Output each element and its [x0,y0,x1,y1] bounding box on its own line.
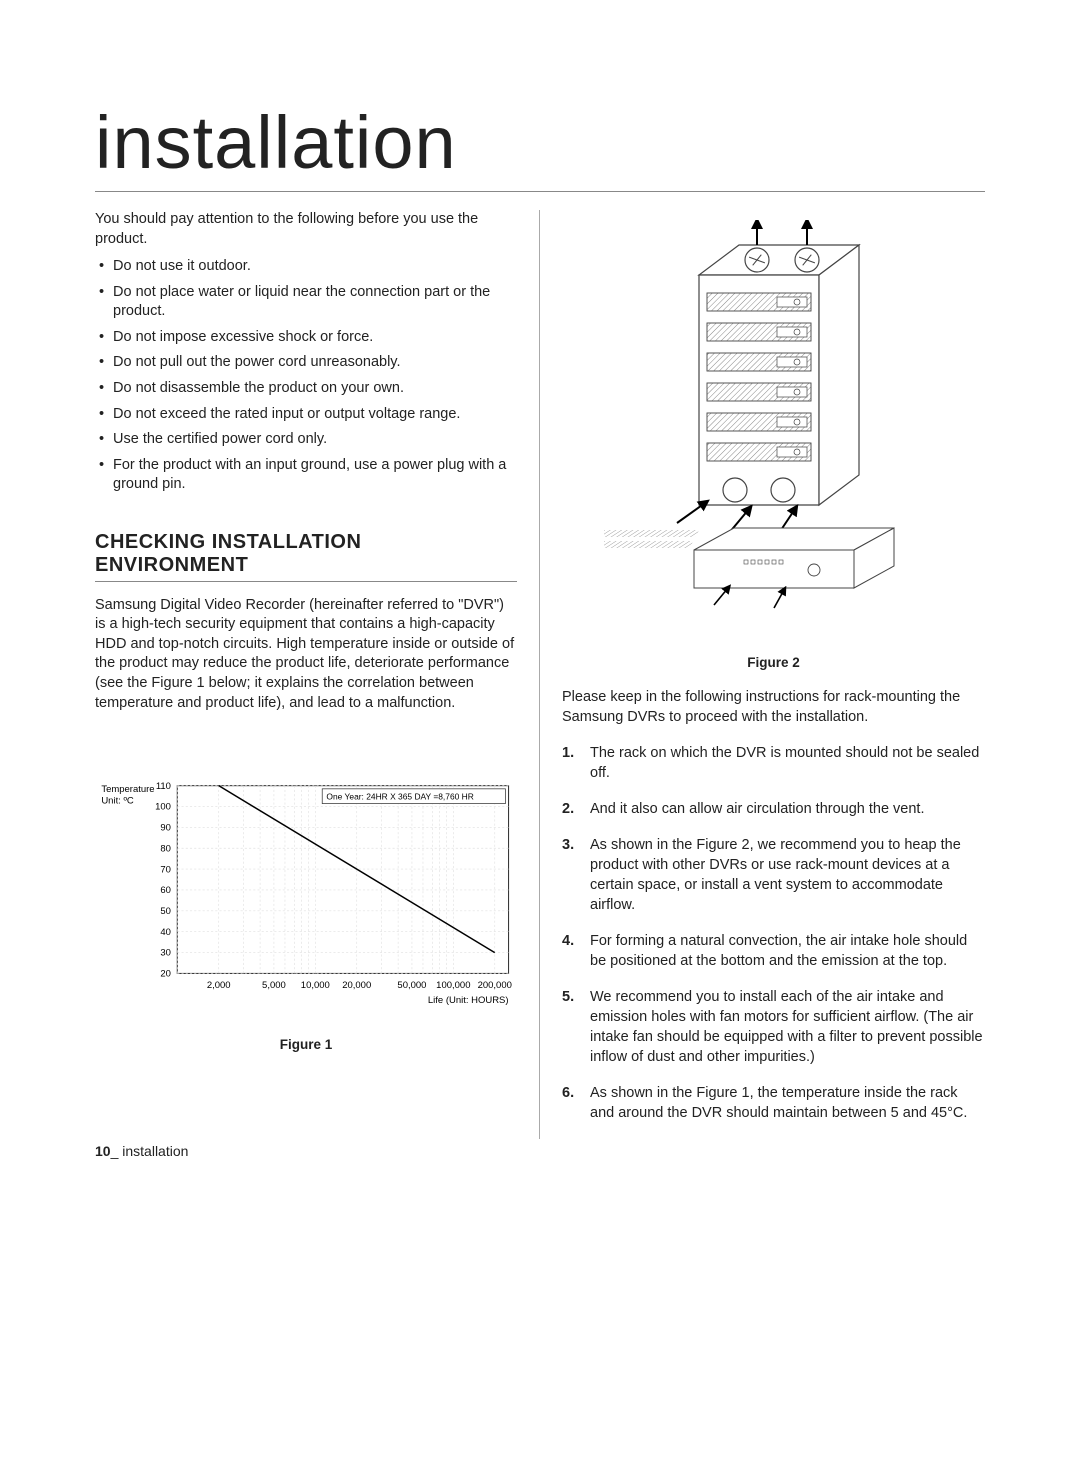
item-number: 2. [562,799,574,819]
list-item: Use the certified power cord only. [95,430,517,450]
two-column-layout: You should pay attention to the followin… [95,210,985,1139]
precaution-list: Do not use it outdoor. Do not place wate… [95,257,517,495]
right-column: Figure 2 Please keep in the following in… [540,210,985,1139]
svg-text:100: 100 [155,802,171,813]
svg-text:70: 70 [160,864,171,875]
item-text: We recommend you to install each of the … [590,989,983,1065]
page-title: installation [95,100,985,192]
section-heading: CHECKING INSTALLATION ENVIRONMENT [95,531,517,577]
item-text: As shown in the Figure 2, we recommend y… [590,837,961,913]
list-item: 4. For forming a natural convection, the … [562,931,985,971]
temperature-life-chart: 20 30 40 50 60 70 80 90 100 110 2,000 5,000 10,000 20… [95,773,517,1021]
svg-text:50,000: 50,000 [397,980,426,991]
intro-paragraph: You should pay attention to the followin… [95,210,517,249]
item-number: 1. [562,743,574,763]
item-text: For forming a natural convection, the ai… [590,933,967,969]
rack-diagram [562,220,985,645]
item-number: 3. [562,835,574,855]
section-paragraph: Samsung Digital Video Recorder (hereinaf… [95,596,517,713]
svg-text:2,000: 2,000 [207,980,231,991]
list-item: Do not place water or liquid near the co… [95,283,517,322]
svg-text:110: 110 [156,781,171,792]
footer-section: installation [122,1143,188,1159]
page-footer: 10_ installation [95,1143,188,1159]
list-item: For the product with an input ground, us… [95,456,517,495]
rack-svg [604,220,944,640]
page-number: 10 [95,1143,111,1159]
svg-text:20,000: 20,000 [342,980,371,991]
svg-text:80: 80 [160,844,171,855]
svg-text:10,000: 10,000 [301,980,330,991]
figure-1-caption: Figure 1 [95,1037,517,1052]
svg-text:30: 30 [160,948,171,959]
item-number: 4. [562,931,574,951]
svg-text:5,000: 5,000 [262,980,286,991]
svg-text:20: 20 [160,969,171,980]
svg-text:90: 90 [160,823,171,834]
list-item: Do not use it outdoor. [95,257,517,277]
svg-text:60: 60 [160,885,171,896]
rack-instruction-list: 1. The rack on which the DVR is mounted s… [562,743,985,1123]
svg-text:Unit: ºC: Unit: ºC [101,796,134,807]
heading-rule [95,581,517,582]
svg-text:Temperature: Temperature [101,784,154,795]
svg-text:100,000: 100,000 [436,980,470,991]
item-number: 5. [562,987,574,1007]
figure-2-caption: Figure 2 [562,655,985,670]
svg-text:50: 50 [160,906,171,917]
list-item: 6. As shown in the Figure 1, the temperat… [562,1083,985,1123]
list-item: 3. As shown in the Figure 2, we recommend… [562,835,985,915]
svg-text:40: 40 [160,927,171,938]
rack-intro-paragraph: Please keep in the following instruction… [562,688,985,727]
list-item: 1. The rack on which the DVR is mounted s… [562,743,985,783]
left-column: You should pay attention to the followin… [95,210,540,1139]
list-item: Do not disassemble the product on your o… [95,379,517,399]
footer-sep: _ [111,1143,123,1159]
item-text: As shown in the Figure 1, the temperatur… [590,1085,967,1121]
list-item: Do not exceed the rated input or output … [95,405,517,425]
svg-text:Life (Unit: HOURS): Life (Unit: HOURS) [428,995,509,1006]
item-text: And it also can allow air circulation th… [590,801,925,817]
svg-text:200,000: 200,000 [478,980,512,991]
item-number: 6. [562,1083,574,1103]
list-item: Do not pull out the power cord unreasona… [95,353,517,373]
chart-svg: 20 30 40 50 60 70 80 90 100 110 2,000 5,000 10,000 20… [95,773,517,1016]
list-item: 2. And it also can allow air circulation … [562,799,985,819]
item-text: The rack on which the DVR is mounted sho… [590,745,979,781]
svg-text:One Year: 24HR X 365 DAY =8,76: One Year: 24HR X 365 DAY =8,760 HR [326,791,473,801]
list-item: 5. We recommend you to install each of th… [562,987,985,1067]
list-item: Do not impose excessive shock or force. [95,328,517,348]
